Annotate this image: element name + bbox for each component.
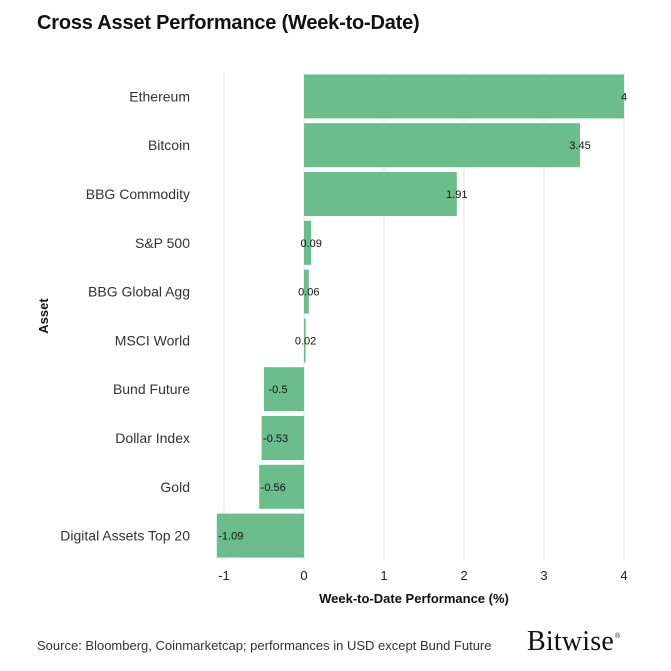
x-tick-label: 0: [300, 568, 307, 583]
category-labels: Ethereum Bitcoin BBG Commodity S&P 500 BBG G…: [60, 88, 190, 543]
data-label: 0.02: [295, 335, 316, 347]
bar: [259, 464, 304, 509]
bar: [304, 269, 309, 314]
data-label: -0.53: [263, 433, 288, 445]
category-label: Bitcoin: [148, 137, 190, 153]
x-axis-title: Week-to-Date Performance (%): [319, 591, 509, 606]
category-label: Bund Future: [113, 381, 190, 397]
category-label: MSCI World: [115, 332, 190, 348]
category-label: Ethereum: [129, 88, 190, 104]
x-tick-label: 1: [380, 568, 387, 583]
data-label: 3.45: [569, 140, 590, 152]
data-labels: 4 3.45 1.91 0.09 0.06 0.02 -0.5 -0.53 -0.56 -1.09: [218, 91, 627, 542]
bar: [304, 172, 457, 216]
x-tick-label: 2: [460, 568, 467, 583]
data-label: -0.5: [269, 384, 288, 396]
category-label: Gold: [160, 479, 190, 495]
x-tick-label: 4: [620, 568, 627, 583]
data-label: -1.09: [218, 531, 243, 543]
data-label: 4: [621, 91, 627, 103]
data-label: -0.56: [261, 482, 286, 494]
gridlines: [223, 72, 625, 560]
bar: [261, 416, 304, 460]
bar: [304, 318, 306, 363]
category-label: Dollar Index: [115, 430, 190, 446]
brand-name: Bitwise: [527, 626, 614, 657]
bar: [264, 367, 304, 412]
bars: [216, 74, 624, 558]
data-label: 0.06: [298, 287, 319, 299]
bar: [304, 123, 580, 168]
brand-logo: Bitwise®: [527, 626, 620, 658]
data-label: 0.09: [300, 238, 321, 250]
category-label: Digital Assets Top 20: [60, 528, 190, 544]
bar: [216, 513, 304, 558]
category-label: S&P 500: [135, 235, 190, 251]
data-label: 1.91: [446, 189, 467, 201]
category-label: BBG Global Agg: [88, 284, 190, 300]
x-tick-label: -1: [218, 568, 230, 583]
brand-registered-mark: ®: [614, 633, 621, 640]
chart-title: Cross Asset Performance (Week-to-Date): [37, 12, 420, 34]
x-tick-labels: -1 0 1 2 3 4: [218, 568, 627, 583]
category-label: BBG Commodity: [86, 186, 190, 202]
bar: [304, 220, 312, 265]
source-note: Source: Bloomberg, Coinmarketcap; perfor…: [37, 638, 492, 653]
x-tick-label: 3: [540, 568, 547, 583]
y-axis-title: Asset: [36, 298, 51, 334]
bar: [304, 74, 624, 119]
